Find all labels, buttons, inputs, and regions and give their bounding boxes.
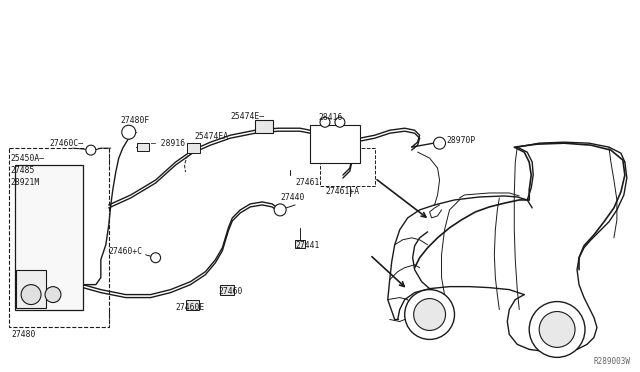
Bar	[310, 125, 360, 163]
Circle shape	[413, 299, 445, 330]
Bar	[15, 165, 83, 310]
Circle shape	[274, 204, 286, 216]
Text: 27460E: 27460E	[175, 303, 205, 312]
Circle shape	[335, 117, 345, 127]
Text: — 28916: — 28916	[150, 139, 185, 148]
Bar	[16, 270, 46, 308]
Text: 27460C—: 27460C—	[49, 139, 83, 148]
Circle shape	[433, 137, 445, 149]
Text: 28921M: 28921M	[10, 177, 40, 186]
Text: 28416: 28416	[318, 113, 342, 122]
Text: 27485: 27485	[10, 166, 35, 174]
Text: 25474E—: 25474E—	[230, 112, 264, 121]
Text: 27480F: 27480F	[121, 116, 150, 125]
Circle shape	[45, 286, 61, 302]
Text: 25450A—: 25450A—	[10, 154, 44, 163]
Circle shape	[404, 290, 454, 339]
Text: 27441: 27441	[295, 241, 319, 250]
Circle shape	[122, 125, 136, 139]
Text: 27460: 27460	[218, 287, 243, 296]
Bar	[9, 148, 109, 327]
Text: 27440: 27440	[280, 193, 305, 202]
Bar	[137, 143, 148, 151]
Bar	[220, 285, 234, 295]
Bar	[320, 148, 375, 186]
Text: 28970P: 28970P	[447, 136, 476, 145]
Circle shape	[150, 253, 161, 263]
Circle shape	[320, 117, 330, 127]
Text: R289003W: R289003W	[594, 357, 631, 366]
Circle shape	[86, 145, 96, 155]
Bar	[186, 299, 200, 310]
Circle shape	[539, 311, 575, 347]
Bar	[295, 240, 305, 248]
Text: 27461+A: 27461+A	[325, 187, 359, 196]
Circle shape	[21, 285, 41, 305]
Text: 27460+C: 27460+C	[109, 247, 143, 256]
Bar	[255, 120, 273, 133]
Bar	[186, 143, 200, 153]
Circle shape	[529, 302, 585, 357]
Text: 27461: 27461	[295, 177, 319, 186]
Text: 27480: 27480	[11, 330, 36, 339]
Text: 25474EA: 25474EA	[195, 132, 228, 141]
